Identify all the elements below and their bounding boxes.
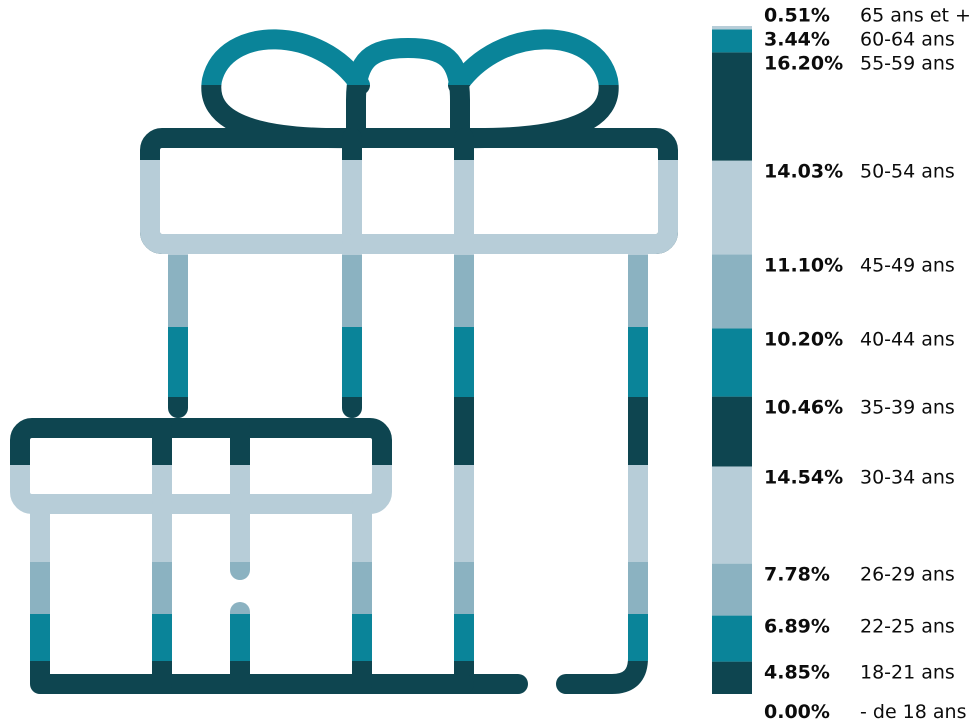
bar-segment	[712, 26, 752, 30]
value-label: 14.54%	[764, 466, 843, 488]
value-label: 10.20%	[764, 328, 843, 350]
category-label: 35-39 ans	[860, 397, 955, 419]
value-label: 10.46%	[764, 397, 843, 419]
bar-segment	[712, 396, 752, 467]
bar-segment	[712, 254, 752, 329]
bar-segment	[712, 52, 752, 161]
bar-segment	[712, 661, 752, 694]
bar-segment	[712, 563, 752, 616]
value-label: 6.89%	[764, 616, 830, 638]
bar-segment	[712, 328, 752, 397]
value-label: 14.03%	[764, 161, 843, 183]
category-label: 55-59 ans	[860, 52, 955, 74]
bar-segment	[712, 29, 752, 53]
bar-segment	[712, 615, 752, 662]
value-label: 7.78%	[764, 564, 830, 586]
category-label: - de 18 ans	[860, 701, 967, 722]
category-label: 50-54 ans	[860, 161, 955, 183]
value-label: 0.51%	[764, 4, 830, 26]
value-label: 4.85%	[764, 662, 830, 684]
value-label: 3.44%	[764, 28, 830, 50]
bar-segment	[712, 160, 752, 255]
legend-labels: 0.00% - de 18 ans 4.85% 18-21 ans 6.89% 22-25…	[764, 4, 971, 722]
category-label: 40-44 ans	[860, 328, 955, 350]
category-label: 30-34 ans	[860, 466, 955, 488]
category-label: 18-21 ans	[860, 662, 955, 684]
category-label: 22-25 ans	[860, 616, 955, 638]
bar-segment	[712, 466, 752, 564]
category-label: 65 ans et +	[860, 4, 971, 26]
gift-boxes-icon	[20, 39, 668, 684]
value-label: 11.10%	[764, 254, 843, 276]
value-label: 16.20%	[764, 52, 843, 74]
category-label: 45-49 ans	[860, 254, 955, 276]
category-label: 26-29 ans	[860, 564, 955, 586]
stacked-bar	[712, 26, 752, 694]
value-label: 0.00%	[764, 701, 830, 722]
category-label: 60-64 ans	[860, 28, 955, 50]
